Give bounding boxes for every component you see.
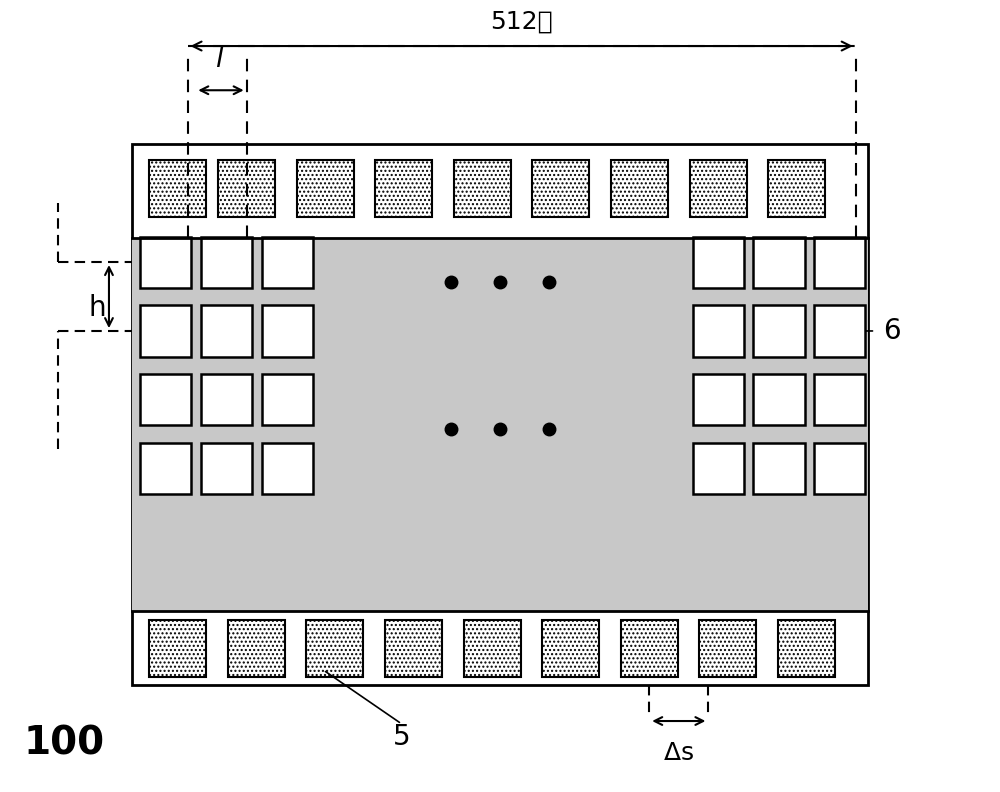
Bar bbox=[218, 160, 275, 217]
Bar bbox=[611, 160, 668, 217]
Bar bbox=[753, 374, 805, 425]
Text: $\Delta$s: $\Delta$s bbox=[663, 741, 694, 765]
Bar bbox=[228, 620, 285, 677]
Text: 6: 6 bbox=[883, 317, 901, 345]
Bar bbox=[132, 238, 868, 611]
Bar bbox=[140, 306, 191, 356]
Bar bbox=[693, 306, 744, 356]
Text: 5: 5 bbox=[393, 723, 411, 751]
Bar bbox=[464, 620, 521, 677]
Bar bbox=[385, 620, 442, 677]
Text: 100: 100 bbox=[23, 725, 105, 763]
Bar bbox=[297, 160, 354, 217]
Bar bbox=[262, 237, 313, 287]
Bar bbox=[693, 443, 744, 494]
Text: 512列: 512列 bbox=[490, 10, 553, 33]
Bar bbox=[532, 160, 589, 217]
Bar bbox=[753, 237, 805, 287]
Bar bbox=[149, 160, 206, 217]
Bar bbox=[140, 374, 191, 425]
Bar bbox=[699, 620, 756, 677]
Bar bbox=[306, 620, 363, 677]
Text: h: h bbox=[88, 295, 106, 322]
Bar bbox=[814, 306, 865, 356]
Bar bbox=[201, 306, 252, 356]
Bar bbox=[375, 160, 432, 217]
Bar bbox=[262, 306, 313, 356]
Bar bbox=[542, 620, 599, 677]
Bar bbox=[693, 374, 744, 425]
Bar bbox=[621, 620, 678, 677]
Bar bbox=[778, 620, 835, 677]
Bar bbox=[201, 237, 252, 287]
Bar bbox=[140, 443, 191, 494]
Text: $l$: $l$ bbox=[215, 44, 225, 73]
Bar bbox=[140, 237, 191, 287]
Bar bbox=[693, 237, 744, 287]
Bar bbox=[814, 443, 865, 494]
Bar bbox=[132, 144, 868, 684]
Bar bbox=[201, 443, 252, 494]
Bar bbox=[149, 620, 206, 677]
Bar bbox=[753, 443, 805, 494]
Bar bbox=[262, 443, 313, 494]
Bar bbox=[768, 160, 825, 217]
Bar bbox=[814, 374, 865, 425]
Bar bbox=[201, 374, 252, 425]
Bar bbox=[753, 306, 805, 356]
Bar bbox=[690, 160, 747, 217]
Bar bbox=[454, 160, 511, 217]
Bar bbox=[814, 237, 865, 287]
Bar bbox=[262, 374, 313, 425]
